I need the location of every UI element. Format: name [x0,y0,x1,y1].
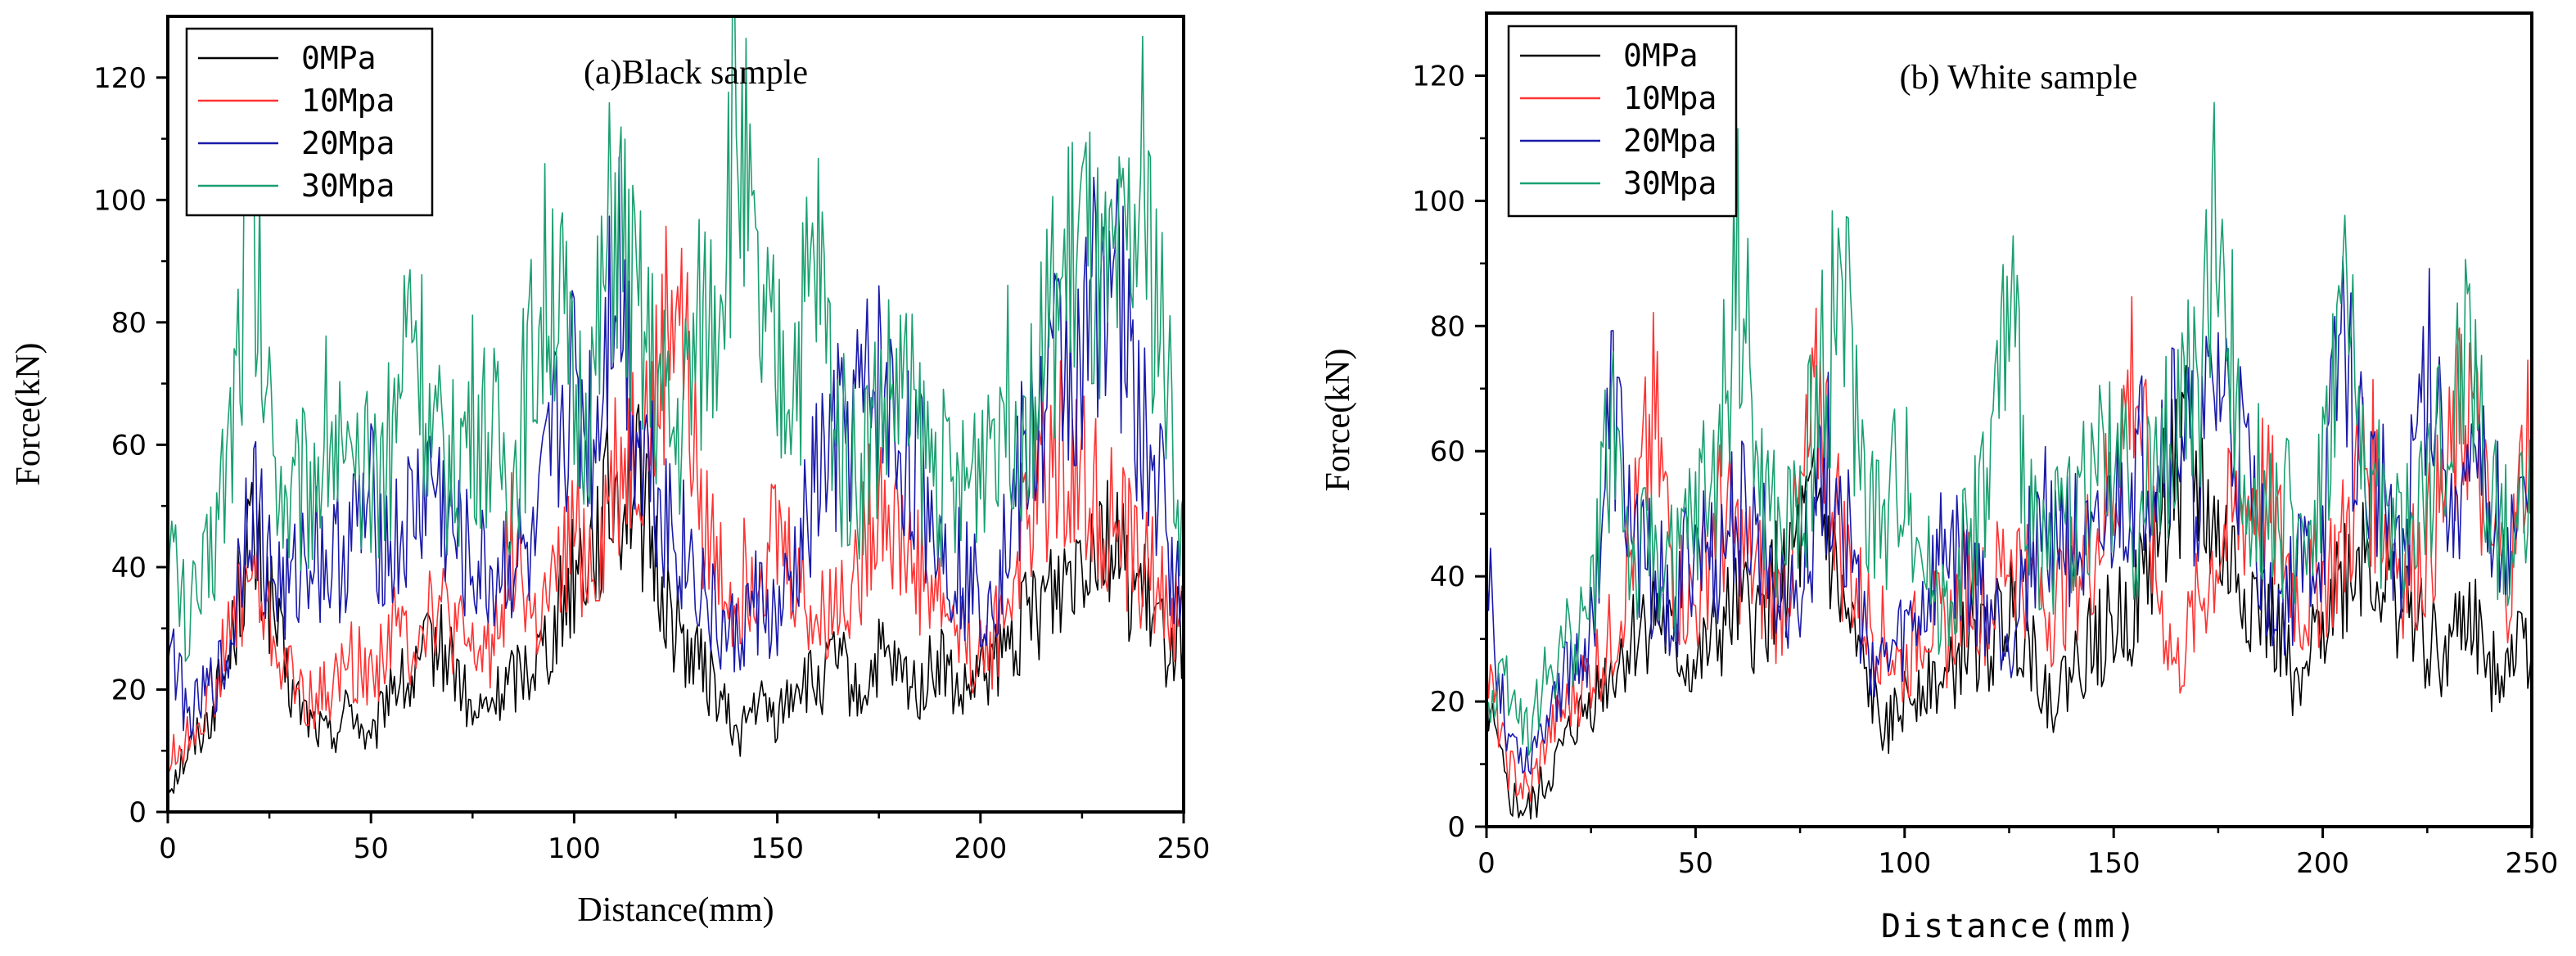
series-line-20mpa [1487,255,2532,775]
x-tick-label: 100 [1878,847,1931,880]
x-tick-label: 150 [2087,847,2141,880]
legend-label: 30Mpa [301,168,395,204]
x-tick-label: 200 [954,832,1007,865]
series-group [168,16,1184,794]
legend-label: 10Mpa [301,83,395,119]
x-tick-label: 150 [751,832,804,865]
series-line-10mpa [168,225,1184,774]
legend-label: 0MPa [301,40,377,76]
y-tick-label: 60 [1430,435,1465,468]
y-tick-label: 20 [1430,686,1465,719]
x-axis-title: Distance(mm) [1881,908,2137,945]
y-tick-label: 80 [1430,310,1465,343]
x-axis-title: Distance(mm) [577,891,774,929]
y-axis-title: Force(kN) [1320,349,1357,492]
y-tick-label: 20 [111,674,147,706]
legend-label: 20Mpa [301,125,395,161]
y-tick-label: 120 [1412,60,1465,92]
series-line-30mpa [168,16,1184,662]
series-line-10mpa [1487,295,2532,802]
legend-label: 0MPa [1623,38,1699,74]
y-tick-label: 120 [93,62,147,95]
legend-label: 10Mpa [1623,80,1717,116]
series-line-0mpa [1487,364,2532,820]
chart-panel-b: 0 20 40 60 80 100 120 0 50 100 150 200 250 Distance(m… [1320,11,2559,945]
y-tick-label: 60 [111,429,147,462]
x-tick-label: 0 [159,832,177,865]
x-tick-label: 50 [1678,847,1713,880]
x-tick-label: 100 [548,832,601,865]
y-tick-label: 100 [93,184,147,217]
y-tick-label: 100 [1412,185,1465,218]
legend-box [185,27,434,217]
x-tick-label: 250 [1157,832,1211,865]
x-tick-label: 50 [354,832,389,865]
panel-title: (a)Black sample [584,54,808,92]
x-tick-label: 0 [1477,847,1496,880]
x-tick-label: 200 [2296,847,2349,880]
y-tick-label: 40 [1430,561,1465,593]
legend-label: 30Mpa [1623,165,1717,201]
series-group [1487,101,2532,820]
x-tick-label: 250 [2506,847,2559,880]
panel-title: (b) White sample [1900,59,2138,97]
y-tick-label: 40 [111,552,147,584]
y-tick-label: 80 [111,307,147,340]
legend-label: 20Mpa [1623,123,1717,159]
y-tick-label: 0 [1447,811,1465,844]
series-line-30mpa [1487,101,2532,756]
y-tick-label: 0 [129,796,147,829]
series-line-0mpa [168,404,1184,794]
y-axis-title: Force(kN) [10,343,47,486]
chart-panel-a: 0 20 40 60 80 100 120 0 50 100 150 200 250 Distance(m… [10,15,1211,929]
legend-box [1507,25,1738,218]
